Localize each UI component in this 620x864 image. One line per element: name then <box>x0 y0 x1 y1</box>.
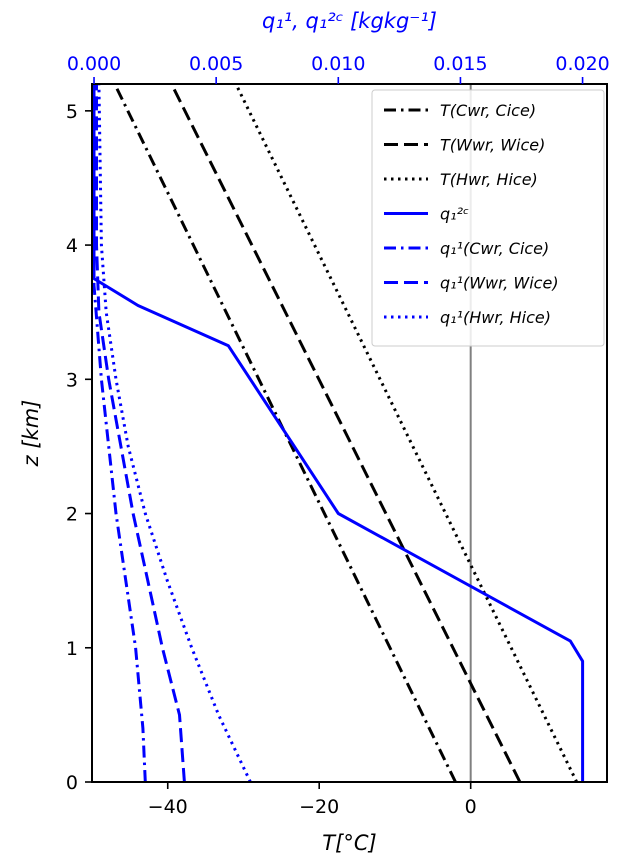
plot-frame <box>91 83 608 783</box>
legend-label: q₁²ᶜ <box>440 205 469 224</box>
series-line-4 <box>92 84 585 782</box>
y-tick-label: 5 <box>66 101 78 123</box>
x-tick-label: 0 <box>465 796 477 818</box>
x-tick-label: −20 <box>299 796 339 818</box>
top-axis-label: q₁¹, q₁²ᶜ [kgkg⁻¹] <box>262 9 437 33</box>
legend-box <box>371 89 605 347</box>
series-layer <box>92 83 585 783</box>
top-tick-label: 0.020 <box>555 53 609 75</box>
series-line-2 <box>170 83 522 783</box>
y-tick-label: 1 <box>66 638 78 660</box>
ticks-layer: −40 −20 0 0 1 2 3 4 5 0.000 0.005 0.010 0.015 0.020 <box>66 53 610 818</box>
y-axis-label: z [km] <box>19 400 43 468</box>
y-tick-label: 2 <box>66 504 78 526</box>
top-tick-label: 0.005 <box>189 53 243 75</box>
series-line-6 <box>95 84 186 783</box>
y-tick-label: 3 <box>66 369 78 391</box>
series-line-5 <box>92 84 147 783</box>
legend-label: T(Cwr, Cice) <box>440 101 536 120</box>
legend-label: q₁¹(Wwr, Wice) <box>440 274 559 293</box>
legend-label: q₁¹(Cwr, Cice) <box>440 239 549 258</box>
x-axis-label: T[°C] <box>322 831 376 855</box>
top-tick-label: 0.000 <box>67 53 121 75</box>
legend-items: T(Cwr, Cice) T(Wwr, Wice) T(Hwr, Hice) q₁²ᶜ… <box>384 101 559 327</box>
y-tick-label: 4 <box>66 235 78 257</box>
top-tick-label: 0.015 <box>433 53 487 75</box>
legend-label: T(Hwr, Hice) <box>440 170 538 189</box>
legend: T(Cwr, Cice) T(Wwr, Wice) T(Hwr, Hice) q₁²ᶜ… <box>371 89 605 347</box>
series-line-1 <box>113 83 457 783</box>
x-tick-label: −40 <box>148 796 188 818</box>
y-tick-label: 0 <box>66 772 78 794</box>
series-line-7 <box>97 83 252 783</box>
top-tick-label: 0.010 <box>311 53 365 75</box>
legend-label: T(Wwr, Wice) <box>440 136 545 155</box>
legend-label: q₁¹(Hwr, Hice) <box>440 308 551 327</box>
